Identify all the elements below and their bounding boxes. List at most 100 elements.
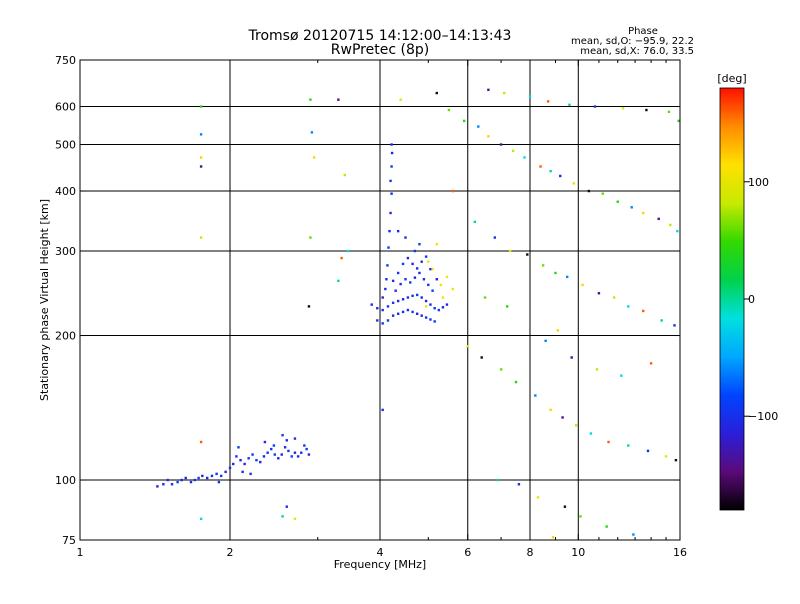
data-point: [667, 110, 671, 113]
data-point: [255, 458, 258, 462]
data-point: [502, 91, 506, 95]
colorbar: [deg] 100 0 −100: [717, 72, 778, 511]
data-point: [409, 281, 412, 284]
data-point: [429, 303, 432, 306]
data-point: [673, 324, 676, 327]
x-tick-label: 4: [377, 546, 384, 559]
data-point: [312, 156, 316, 159]
data-point: [435, 278, 438, 281]
data-point: [243, 462, 246, 466]
data-point: [630, 206, 633, 209]
data-point: [418, 242, 421, 246]
data-point: [664, 455, 668, 458]
data-point: [487, 135, 490, 138]
data-point: [287, 449, 290, 453]
data-point: [477, 125, 480, 128]
data-point: [657, 217, 660, 221]
data-point: [427, 260, 430, 263]
data-point: [270, 447, 273, 451]
data-point: [239, 458, 242, 462]
data-point: [390, 192, 393, 195]
data-point: [389, 211, 392, 215]
x-tick-label: 1: [77, 546, 84, 559]
colorbar-tick-label: 100: [748, 176, 769, 189]
data-point: [420, 260, 423, 263]
y-axis-label: Stationary phase Virtual Height [km]: [38, 199, 51, 401]
data-point: [441, 306, 445, 309]
data-point: [526, 253, 529, 256]
data-point: [415, 312, 419, 315]
data-point: [197, 476, 200, 480]
data-point: [205, 476, 209, 480]
data-point: [293, 451, 297, 454]
data-point: [649, 362, 653, 365]
data-point: [176, 480, 179, 484]
data-point: [616, 200, 619, 203]
data-point: [201, 474, 204, 478]
data-point: [528, 95, 532, 98]
data-point: [420, 296, 423, 299]
data-point: [439, 283, 443, 287]
data-point: [612, 296, 616, 299]
data-point: [556, 329, 560, 332]
data-point: [420, 314, 423, 317]
x-tick-label: 16: [673, 546, 687, 559]
data-point: [180, 478, 183, 482]
data-point: [162, 483, 165, 486]
data-point: [431, 289, 434, 292]
data-point: [597, 292, 601, 295]
data-point: [390, 165, 393, 168]
data-point: [266, 451, 269, 454]
data-point: [262, 455, 266, 458]
data-point: [411, 310, 414, 314]
data-point: [589, 432, 593, 435]
data-point: [445, 275, 449, 279]
data-point: [346, 249, 350, 253]
data-point: [283, 446, 287, 449]
data-point: [251, 453, 254, 456]
colorbar-ticks: 100 0 −100: [744, 176, 778, 423]
data-point: [568, 103, 571, 106]
data-point: [381, 322, 384, 325]
data-point: [300, 451, 303, 454]
data-point: [676, 229, 679, 233]
data-point: [487, 88, 490, 92]
data-point: [235, 455, 238, 458]
colorbar-label: [deg]: [717, 72, 746, 85]
data-point: [285, 439, 288, 442]
data-point: [451, 189, 455, 193]
data-point: [389, 179, 392, 183]
colorbar-tick-label: 0: [748, 293, 755, 306]
y-tick-label: 75: [62, 534, 76, 547]
data-point: [199, 440, 203, 444]
data-point: [224, 470, 227, 474]
data-point: [381, 308, 384, 312]
data-point: [280, 453, 283, 456]
data-point: [215, 472, 218, 476]
data-point: [219, 474, 223, 478]
y-tick-label: 400: [55, 185, 76, 198]
data-point: [508, 249, 512, 253]
data-point: [674, 458, 678, 462]
data-point: [447, 108, 451, 112]
colorbar-gradient: [719, 87, 745, 511]
data-point: [627, 444, 630, 447]
data-point: [401, 262, 405, 266]
data-point: [646, 449, 650, 453]
data-point: [415, 267, 419, 270]
y-tick-label: 500: [55, 139, 76, 152]
data-point: [388, 229, 391, 233]
data-point: [381, 408, 384, 412]
data-point: [424, 299, 428, 303]
data-point: [563, 505, 567, 508]
data-point: [293, 517, 297, 521]
data-point: [424, 316, 428, 319]
data-point: [554, 271, 557, 275]
data-point: [199, 133, 203, 136]
data-point: [303, 444, 306, 447]
data-point: [305, 447, 308, 451]
data-point: [632, 533, 635, 536]
colorbar-tick-label: −100: [748, 410, 778, 423]
data-point: [310, 131, 314, 134]
y-tick-label: 100: [55, 474, 76, 487]
